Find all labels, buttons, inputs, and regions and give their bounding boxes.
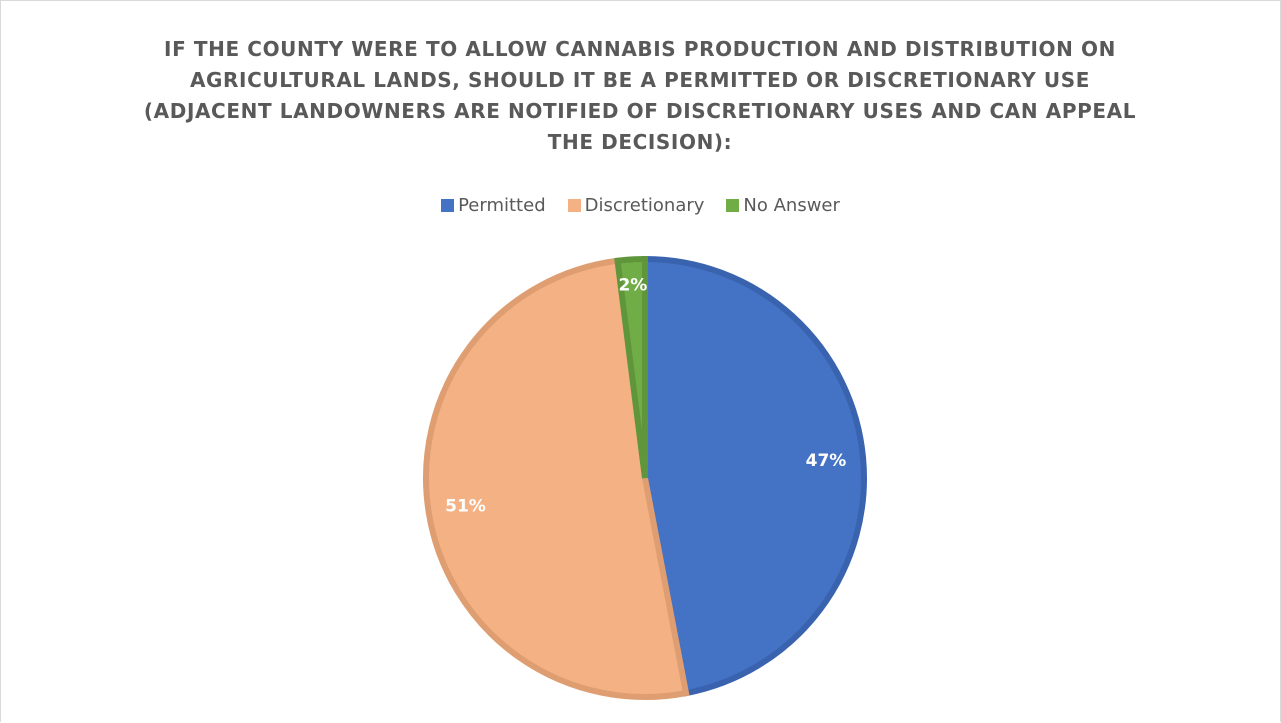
- slice-label-discretionary: 51%: [445, 496, 486, 516]
- legend-swatch-permitted: [441, 199, 455, 212]
- legend-label-permitted: Permitted: [458, 195, 546, 216]
- legend-item-no-answer: No Answer: [726, 195, 840, 216]
- slice-permitted: [642, 255, 867, 697]
- slice-label-permitted: 47%: [806, 451, 847, 471]
- legend-swatch-no-answer: [726, 199, 740, 212]
- legend-label-no-answer: No Answer: [743, 195, 840, 216]
- legend-item-permitted: Permitted: [441, 195, 546, 216]
- chart-title: If the county were to allow cannabis pro…: [143, 37, 1137, 154]
- legend: Permitted Discretionary No Answer: [0, 195, 1281, 216]
- slice-label-no-answer: 2%: [618, 276, 647, 296]
- legend-item-discretionary: Discretionary: [567, 195, 705, 216]
- slice-discretionary: [423, 257, 690, 700]
- legend-swatch-discretionary: [567, 199, 581, 212]
- slice-no-answer: [614, 255, 648, 479]
- legend-label-discretionary: Discretionary: [584, 195, 705, 216]
